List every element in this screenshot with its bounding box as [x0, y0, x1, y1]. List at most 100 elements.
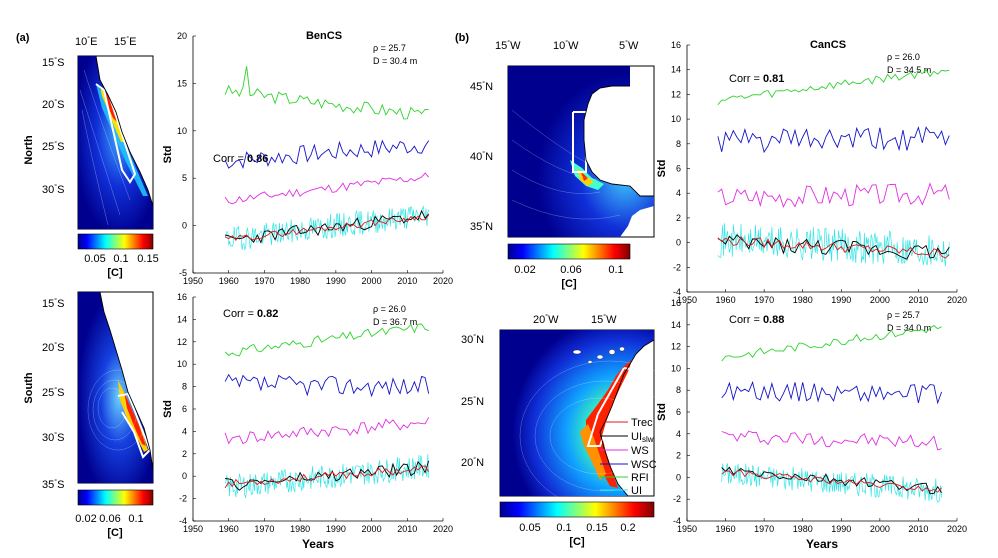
y-tick-label: 8: [676, 139, 681, 149]
x-tick-label: 2010: [397, 276, 417, 286]
cbar-can-s-tick-1: 0.05: [519, 522, 540, 534]
depth-annotation: D = 36.7 m: [373, 317, 417, 327]
series-line-ui: [717, 223, 950, 267]
legend-label-trec: Trec: [631, 417, 653, 429]
x-axis-label: Years: [806, 537, 838, 551]
y-tick-label: 15: [177, 78, 187, 88]
x-tick-label: 1990: [831, 524, 851, 534]
y-tick-label: 16: [671, 40, 681, 50]
x-tick-label: 1970: [754, 524, 774, 534]
map-ben-s-ytick-5: 35°S: [42, 478, 64, 491]
corr-value: 0.81: [763, 73, 784, 85]
x-tick-label: 1960: [716, 524, 736, 534]
depth-annotation: D = 34.0 m: [887, 323, 931, 333]
map-ben-s-ytick-1: 15°S: [42, 297, 64, 310]
x-tick-label: 2010: [397, 524, 417, 534]
y-tick-label: 8: [182, 382, 187, 392]
series-line-ws: [721, 430, 942, 451]
chart-ben-south: 1950 1960 1970 1980 1990 2000 2010 2020 -4 -2 0 2 4 6…: [162, 292, 453, 551]
depth-annotation: D = 30.4 m: [373, 56, 417, 66]
corr-label: Corr =: [729, 73, 763, 85]
y-axis-label: Std: [162, 400, 174, 418]
cbar-ben-n-tick-1: 0.05: [84, 253, 105, 265]
y-tick-label: 10: [671, 363, 681, 373]
y-tick-label: 5: [182, 173, 187, 183]
x-tick-label: 1950: [677, 524, 697, 534]
depth-annotation: D = 34.5 m: [887, 65, 931, 75]
map-ben-n-ytick-3: 25°S: [42, 140, 64, 153]
map-benguela-south-ticks: 15°S 20°S 25°S 30°S 35°S: [42, 297, 64, 491]
map-can-n-ytick-2: 40°N: [470, 150, 493, 163]
legend-label-ws: WS: [631, 445, 649, 457]
legend-label-rfi: RFI: [631, 472, 649, 484]
map-ben-s-ytick-4: 30°S: [42, 431, 64, 444]
y-tick-label: 20: [177, 31, 187, 41]
cbar-ben-s-tick-1: 0.02: [75, 513, 96, 525]
x-tick-label: 2010: [908, 524, 928, 534]
y-tick-label: 0: [676, 238, 681, 248]
x-tick-label: 2000: [362, 524, 382, 534]
series-line-trec: [224, 465, 430, 489]
map-benguela-south: [77, 291, 154, 484]
corr-annotation: Corr = 0.88: [729, 314, 784, 326]
y-axis-label: Std: [162, 146, 174, 164]
y-tick-label: 6: [676, 164, 681, 174]
x-tick-label: 2000: [362, 276, 382, 286]
corr-label: Corr =: [213, 153, 247, 165]
y-tick-label: -2: [673, 494, 681, 504]
y-tick-label: -2: [673, 262, 681, 272]
legend-label-ui: UI: [631, 485, 642, 497]
series-line-rfi: [721, 325, 942, 362]
map-can-s-ytick-1: 30°N: [461, 333, 484, 346]
y-tick-label: 14: [671, 65, 681, 75]
y-tick-label: 2: [676, 213, 681, 223]
cbar-can-s-tick-2: 0.1: [556, 522, 571, 534]
series-line-uislw: [225, 460, 430, 491]
y-tick-label: 10: [671, 114, 681, 124]
x-tick-label: 1970: [254, 524, 274, 534]
cbar-ben-s-tick-3: 0.1: [128, 513, 143, 525]
x-tick-label: 1950: [677, 295, 697, 305]
cbar-ben-s-tick-2: 0.06: [99, 513, 120, 525]
y-tick-label: -5: [179, 268, 187, 278]
y-tick-label: 14: [671, 320, 681, 330]
rho-annotation: ρ = 26.0: [373, 304, 406, 314]
y-tick-label: 0: [182, 471, 187, 481]
cbar-ben-n-tick-3: 0.15: [137, 253, 158, 265]
corr-value: 0.88: [763, 314, 784, 326]
cbar-can-s-tick-3: 0.15: [586, 522, 607, 534]
map-ben-n-ytick-2: 20°S: [42, 98, 64, 111]
series-line-rfi: [717, 69, 950, 105]
cbar-can-n-unit: [C]: [561, 278, 577, 290]
cbar-can-n-tick-1: 0.02: [514, 264, 535, 276]
chart-title: CanCS: [810, 39, 846, 51]
cbar-ben-n-tick-2: 0.1: [113, 253, 128, 265]
y-tick-label: 8: [676, 385, 681, 395]
y-tick-label: 6: [676, 407, 681, 417]
series-line-wsc: [717, 126, 950, 154]
map-ben-n-ytick-4: 30°S: [42, 183, 64, 196]
time-series-plots: 1950 1960 1970 1980 1990 2000 2010 2020-5051015…: [162, 30, 967, 551]
rho-annotation: ρ = 25.7: [373, 43, 406, 53]
x-tick-label: 1980: [793, 295, 813, 305]
map-canary-north-ticks: 15°W 10°W 5°W 45°N 40°N 35°N: [470, 39, 639, 233]
y-tick-label: -4: [673, 287, 681, 297]
corr-annotation: Corr = 0.82: [223, 308, 278, 320]
y-tick-label: 4: [182, 426, 187, 436]
map-can-s-xtick-1: 20°W: [533, 313, 559, 326]
x-axis-label: Years: [302, 537, 334, 551]
y-tick-label: 0: [676, 472, 681, 482]
series-line-rfi: [224, 66, 429, 120]
y-tick-label: 12: [671, 89, 681, 99]
series-line-trec: [717, 236, 950, 259]
chart-ben-north: 1950 1960 1970 1980 1990 2000 2010 2020 -5 0 5 10 15…: [162, 30, 453, 286]
cbar-can-n-tick-3: 0.1: [608, 264, 623, 276]
row-label-north: North: [23, 135, 35, 165]
y-tick-label: 12: [671, 342, 681, 352]
y-tick-label: 16: [671, 298, 681, 308]
map-can-s-ytick-3: 20°N: [461, 456, 484, 469]
colorbar-canary-south: 0.05 0.1 0.15 0.2 [C]: [499, 501, 655, 548]
map-can-s-ytick-2: 25°N: [461, 395, 484, 408]
panel-label-b: (b): [455, 32, 469, 44]
